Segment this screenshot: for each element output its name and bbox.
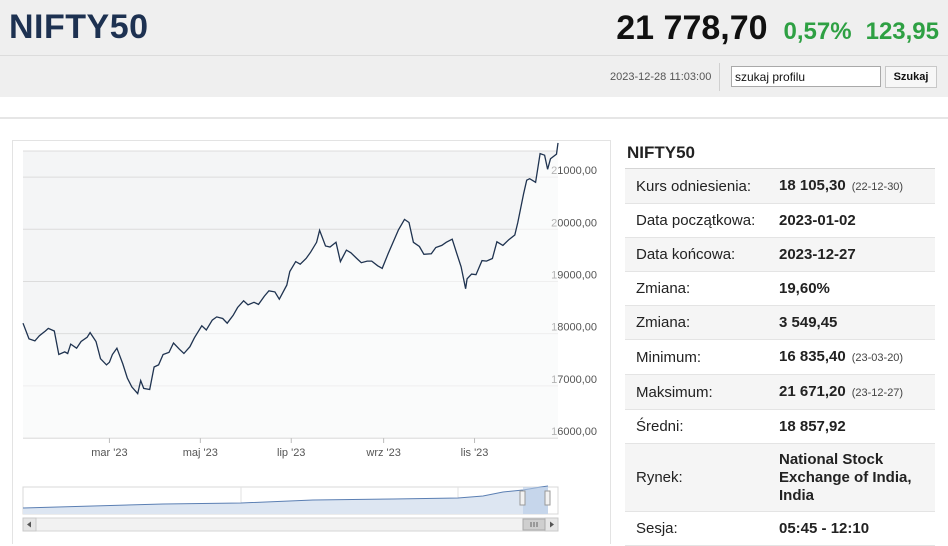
stats-label: Zmiana:	[636, 314, 691, 331]
stats-label: Data końcowa:	[636, 246, 736, 263]
stats-value-text: 18 105,30	[779, 176, 846, 194]
stats-row: Minimum: 16 835,40 (23-03-20)	[625, 340, 935, 375]
stats-row: Rynek: National Stock Exchange of India, …	[625, 444, 935, 512]
header-divider	[0, 55, 948, 56]
current-price: 21 778,70	[616, 9, 768, 47]
stats-value: 19,60%	[779, 280, 935, 298]
stats-value-text: 18 857,92	[779, 417, 846, 435]
stats-row: Zmiana: 19,60%	[625, 272, 935, 306]
change-value: 123,95	[865, 18, 939, 45]
stats-value-text: 16 835,40	[779, 347, 846, 365]
stats-value-text: 2023-01-02	[779, 211, 856, 229]
x-tick-label: lip '23	[277, 447, 305, 459]
stats-value-date: (23-03-20)	[851, 351, 904, 364]
stats-value-text: 3 549,45	[779, 313, 838, 331]
profile-search-input[interactable]	[731, 66, 881, 87]
y-tick-label: 16000,00	[551, 426, 597, 438]
stats-label: Zmiana:	[636, 280, 691, 297]
stats-label: Sesja:	[636, 520, 678, 537]
scrollbar-track	[22, 517, 559, 532]
quote-header: NIFTY50 21 778,70 0,57% 123,95 2023-12-2…	[0, 0, 948, 97]
y-tick-label: 20000,00	[551, 217, 597, 229]
stats-label: Minimum:	[636, 348, 702, 366]
series-area	[23, 142, 558, 438]
price-chart[interactable]: 16000,00 17000,00 18000,00 19000,00 20000,00…	[12, 140, 611, 544]
stats-value: 21 671,20 (23-12-27)	[779, 383, 935, 402]
page-title: NIFTY50	[9, 8, 149, 46]
y-tick-label: 21000,00	[551, 165, 597, 177]
stats-row: Sesja: 05:45 - 12:10	[625, 512, 935, 546]
navigator-area	[23, 486, 548, 514]
stats-value: 3 549,45	[779, 314, 935, 332]
quote-summary: 21 778,70 0,57% 123,95	[616, 9, 939, 48]
x-tick-label: lis '23	[461, 447, 489, 459]
navigator-handle-right	[544, 490, 551, 506]
y-tick-label: 17000,00	[551, 374, 597, 386]
search-button[interactable]: Szukaj	[885, 66, 937, 88]
scroll-right-icon	[550, 521, 554, 528]
scroll-left-icon	[27, 521, 31, 528]
quote-timestamp: 2023-12-28 11:03:00	[610, 71, 712, 83]
stats-value: 2023-12-27	[779, 246, 935, 264]
stats-row: Data początkowa: 2023-01-02	[625, 204, 935, 238]
stats-value-text: 21 671,20	[779, 382, 846, 400]
series-line	[22, 142, 559, 395]
stats-value-text: 2023-12-27	[779, 245, 856, 263]
change-percent: 0,57%	[783, 18, 852, 45]
stats-row: Średni: 18 857,92	[625, 410, 935, 444]
stats-row: Zmiana: 3 549,45	[625, 306, 935, 340]
stats-title: NIFTY50	[627, 143, 696, 162]
stats-value: 18 857,92	[779, 418, 935, 436]
stats-value-date: (22-12-30)	[851, 180, 904, 193]
stats-label: Rynek:	[636, 469, 683, 486]
x-tick-label: mar '23	[91, 447, 127, 459]
stats-row: Data końcowa: 2023-12-27	[625, 238, 935, 272]
toolbar-separator	[719, 63, 720, 91]
stats-value-text: National Stock Exchange of India, India	[779, 450, 912, 504]
x-tick-label: maj '23	[183, 447, 218, 459]
stats-value-date: (23-12-27)	[851, 386, 904, 399]
x-tick-label: wrz '23	[365, 447, 401, 459]
navigator-handle-left	[519, 490, 526, 506]
stats-value-text: 19,60%	[779, 279, 830, 297]
stats-value: National Stock Exchange of India, India	[779, 451, 935, 505]
chart-canvas[interactable]: 16000,00 17000,00 18000,00 19000,00 20000,00…	[13, 141, 610, 545]
stats-label: Maksimum:	[636, 383, 713, 401]
stats-value-text: 05:45 - 12:10	[779, 519, 870, 537]
stats-label: Kurs odniesienia:	[636, 177, 752, 195]
y-tick-label: 18000,00	[551, 322, 597, 334]
stats-row: Kurs odniesienia: 18 105,30 (22-12-30)	[625, 169, 935, 204]
stats-row: Maksimum: 21 671,20 (23-12-27)	[625, 375, 935, 410]
stats-value: 18 105,30 (22-12-30)	[779, 177, 935, 196]
stats-label: Średni:	[636, 418, 684, 435]
stats-value: 2023-01-02	[779, 212, 935, 230]
stats-table: Kurs odniesienia: 18 105,30 (22-12-30) Data…	[625, 169, 935, 546]
stats-divider	[625, 168, 935, 169]
stats-label: Data początkowa:	[636, 212, 756, 229]
section-divider	[0, 117, 948, 119]
stats-value: 05:45 - 12:10	[779, 520, 935, 538]
stats-value: 16 835,40 (23-03-20)	[779, 348, 935, 367]
y-tick-label: 19000,00	[551, 269, 597, 281]
navigator-selection	[523, 487, 548, 514]
